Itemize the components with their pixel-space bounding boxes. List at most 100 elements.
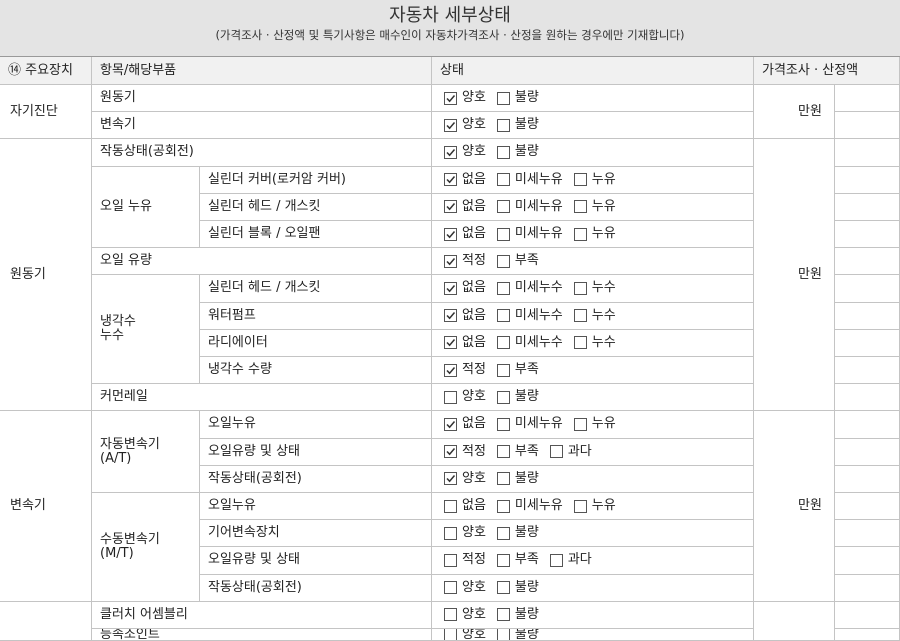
status-option[interactable]: 없음 [444, 335, 486, 350]
checkbox[interactable] [444, 254, 457, 268]
status-option[interactable]: 없음 [444, 281, 486, 295]
status-option[interactable]: 누유 [573, 417, 616, 431]
status-option[interactable]: 양호 [444, 607, 486, 622]
checkbox[interactable] [444, 200, 457, 214]
status-option[interactable]: 누수 [573, 308, 616, 323]
checkbox[interactable] [573, 227, 587, 241]
checkbox[interactable] [444, 526, 457, 540]
status-option[interactable]: 미세누수 [496, 308, 563, 323]
checkbox[interactable] [573, 499, 587, 513]
checkbox[interactable] [496, 417, 510, 431]
status-option[interactable]: 없음 [444, 499, 486, 513]
checkbox[interactable] [496, 281, 510, 295]
checkbox[interactable] [496, 200, 510, 214]
status-option[interactable]: 누수 [573, 335, 616, 350]
checkbox[interactable] [549, 553, 563, 567]
status-option[interactable]: 누수 [573, 281, 616, 295]
checkbox[interactable] [444, 173, 457, 187]
checkbox[interactable] [496, 363, 510, 377]
checkbox[interactable] [444, 363, 457, 377]
checkbox[interactable] [496, 173, 510, 187]
status-option[interactable]: 불량 [496, 390, 539, 404]
status-option[interactable]: 불량 [496, 580, 539, 595]
checkbox[interactable] [496, 309, 510, 323]
status-option[interactable]: 부족 [496, 444, 539, 459]
checkbox[interactable] [444, 390, 457, 404]
status-option[interactable]: 양호 [444, 526, 486, 540]
checkbox[interactable] [496, 581, 510, 595]
checkbox[interactable] [496, 608, 510, 622]
status-option[interactable]: 부족 [496, 363, 539, 377]
checkbox[interactable] [444, 309, 457, 323]
status-option[interactable]: 적정 [444, 254, 486, 268]
checkbox[interactable] [496, 526, 510, 540]
checkbox[interactable] [573, 173, 587, 187]
checkbox[interactable] [496, 254, 510, 268]
status-option[interactable]: 없음 [444, 172, 486, 187]
status-option[interactable]: 미세누유 [496, 199, 563, 214]
status-option[interactable]: 양호 [444, 390, 486, 404]
checkbox[interactable] [444, 417, 457, 431]
status-option[interactable]: 양호 [444, 629, 486, 640]
status-option[interactable]: 과다 [549, 444, 592, 459]
checkbox[interactable] [444, 581, 457, 595]
status-option[interactable]: 누유 [573, 172, 616, 187]
status-option[interactable]: 양호 [444, 145, 486, 159]
checkbox[interactable] [573, 417, 587, 431]
checkbox[interactable] [496, 227, 510, 241]
checkbox[interactable] [496, 629, 510, 640]
status-option[interactable]: 미세누수 [496, 281, 563, 295]
status-option[interactable]: 양호 [444, 471, 486, 486]
checkbox[interactable] [496, 390, 510, 404]
status-option[interactable]: 미세누유 [496, 499, 563, 513]
status-option[interactable]: 없음 [444, 227, 486, 241]
status-option[interactable]: 부족 [496, 553, 539, 567]
checkbox[interactable] [496, 91, 510, 105]
status-option[interactable]: 없음 [444, 417, 486, 431]
status-option[interactable]: 미세누유 [496, 227, 563, 241]
checkbox[interactable] [496, 553, 510, 567]
checkbox[interactable] [496, 336, 510, 350]
checkbox[interactable] [444, 553, 457, 567]
status-option[interactable]: 부족 [496, 254, 539, 268]
status-option[interactable]: 누유 [573, 227, 616, 241]
checkbox[interactable] [573, 336, 587, 350]
status-option[interactable]: 불량 [496, 629, 539, 640]
status-option[interactable]: 누유 [573, 499, 616, 513]
status-option[interactable]: 불량 [496, 145, 539, 159]
checkbox[interactable] [444, 118, 457, 132]
checkbox[interactable] [496, 445, 510, 459]
status-option[interactable]: 없음 [444, 308, 486, 323]
checkbox[interactable] [573, 281, 587, 295]
status-option[interactable]: 불량 [496, 118, 539, 132]
status-option[interactable]: 미세누수 [496, 335, 563, 350]
status-option[interactable]: 불량 [496, 526, 539, 540]
status-option[interactable]: 양호 [444, 91, 486, 105]
status-option[interactable]: 미세누유 [496, 172, 563, 187]
checkbox[interactable] [444, 445, 457, 459]
status-option[interactable]: 적정 [444, 363, 486, 377]
checkbox[interactable] [444, 145, 457, 159]
checkbox[interactable] [496, 118, 510, 132]
status-option[interactable]: 미세누유 [496, 417, 563, 431]
checkbox[interactable] [444, 91, 457, 105]
status-option[interactable]: 적정 [444, 444, 486, 459]
checkbox[interactable] [444, 281, 457, 295]
checkbox[interactable] [444, 499, 457, 513]
status-option[interactable]: 양호 [444, 580, 486, 595]
checkbox[interactable] [496, 499, 510, 513]
status-option[interactable]: 불량 [496, 91, 539, 105]
checkbox[interactable] [549, 445, 563, 459]
status-option[interactable]: 적정 [444, 553, 486, 567]
checkbox[interactable] [444, 629, 457, 640]
checkbox[interactable] [444, 336, 457, 350]
checkbox[interactable] [444, 227, 457, 241]
checkbox[interactable] [444, 472, 457, 486]
status-option[interactable]: 불량 [496, 471, 539, 486]
checkbox[interactable] [496, 472, 510, 486]
status-option[interactable]: 없음 [444, 199, 486, 214]
checkbox[interactable] [444, 608, 457, 622]
checkbox[interactable] [573, 309, 587, 323]
status-option[interactable]: 불량 [496, 607, 539, 622]
checkbox[interactable] [496, 145, 510, 159]
